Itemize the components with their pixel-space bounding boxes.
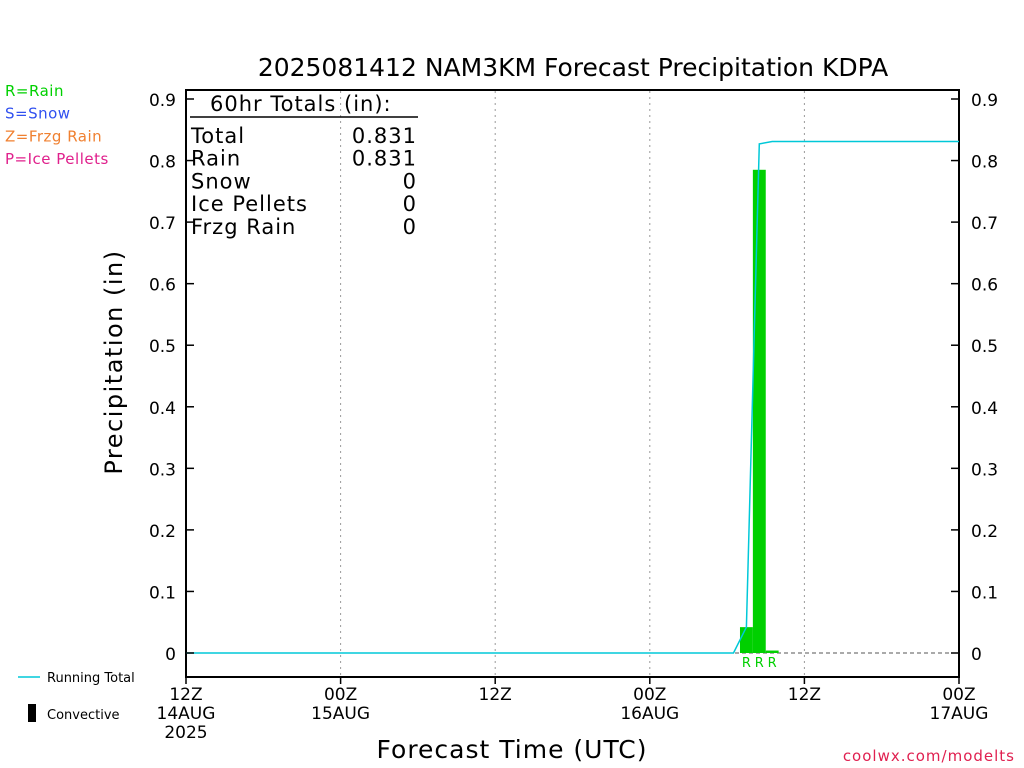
totals-row-value: 0.831 — [352, 124, 417, 148]
chart-title: 2025081412 NAM3KM Forecast Precipitation… — [258, 53, 888, 82]
y-tick-label-left: 0.2 — [149, 522, 176, 542]
ptype-marker: R — [768, 656, 777, 671]
y-axis-ticks: 0 00.1 0.10.2 0.20.3 0.30.4 0.40.5 0.50.6 0.60.… — [149, 91, 998, 665]
series-legend: Running Total Convective — [18, 671, 135, 723]
y-tick-label-left: 0.7 — [149, 214, 176, 234]
y-tick-label-right: 0.1 — [971, 583, 998, 603]
ptype-legend-item: R=Rain — [5, 82, 64, 100]
y-tick-label-right: 0.5 — [971, 337, 998, 357]
y-tick-label-left: 0.1 — [149, 583, 176, 603]
totals-box: 60hr Totals (in): Total 0.831 Rain 0.831 Sno… — [190, 92, 418, 239]
running-total-line — [186, 140, 959, 654]
y-tick-label-right: 0.3 — [971, 460, 998, 480]
x-tick-label: 00Z — [942, 685, 975, 705]
x-tick-label: 12Z — [169, 685, 202, 705]
ptype-legend-item: Z=Frzg Rain — [5, 127, 102, 145]
y-tick-label-left: 0.9 — [149, 91, 176, 111]
y-tick-label-left: 0.5 — [149, 337, 176, 357]
plot-frame — [185, 89, 960, 678]
totals-row-label: Snow — [191, 169, 252, 193]
convective-legend-label: Convective — [47, 708, 120, 723]
y-tick-label-right: 0.9 — [971, 91, 998, 111]
x-tick-label: 12Z — [479, 685, 512, 705]
rain-bar — [752, 169, 766, 654]
ptype-legend: R=Rain S=Snow Z=Frzg Rain P=Ice Pellets — [5, 82, 109, 168]
rain-bars — [739, 169, 779, 654]
rain-bar — [739, 627, 753, 653]
totals-header: 60hr Totals (in): — [210, 92, 392, 116]
running-total-series — [186, 140, 959, 654]
y-tick-label-left: 0 — [165, 645, 176, 665]
x-tick-label: 16AUG — [620, 704, 679, 724]
totals-row-label: Ice Pellets — [191, 192, 308, 216]
y-axis-label: Precipitation (in) — [100, 249, 128, 474]
y-tick-label-right: 0.6 — [971, 276, 998, 296]
x-tick-label: 00Z — [324, 685, 357, 705]
running-total-legend-label: Running Total — [47, 671, 135, 686]
y-tick-label-left: 0.8 — [149, 153, 176, 173]
ptype-marker: R — [755, 656, 764, 671]
totals-row-label: Rain — [191, 147, 241, 171]
totals-row-value: 0 — [403, 169, 417, 193]
y-tick-label-left: 0.3 — [149, 460, 176, 480]
y-tick-label-left: 0.6 — [149, 276, 176, 296]
convective-legend-swatch — [28, 704, 36, 722]
totals-row-value: 0 — [403, 215, 417, 239]
totals-row-label: Frzg Rain — [191, 215, 296, 239]
y-tick-label-right: 0.8 — [971, 153, 998, 173]
x-tick-label: 14AUG — [157, 704, 216, 724]
ptype-marker: R — [742, 656, 751, 671]
totals-row-value: 0.831 — [352, 147, 417, 171]
y-tick-label-right: 0 — [971, 645, 982, 665]
x-tick-label: 15AUG — [311, 704, 370, 724]
x-axis-label: Forecast Time (UTC) — [377, 735, 648, 764]
y-tick-label-right: 0.2 — [971, 522, 998, 542]
grid-lines — [196, 91, 958, 676]
totals-row-value: 0 — [403, 192, 417, 216]
rain-bar — [765, 650, 779, 653]
ptype-legend-item: S=Snow — [5, 105, 71, 123]
y-tick-label-right: 0.4 — [971, 399, 998, 419]
totals-row-label: Total — [190, 124, 245, 148]
x-tick-label: 12Z — [788, 685, 821, 705]
y-tick-label-left: 0.4 — [149, 399, 176, 419]
x-tick-label: 2025 — [164, 723, 207, 743]
ptype-legend-item: P=Ice Pellets — [5, 150, 109, 168]
x-tick-label: 17AUG — [930, 704, 989, 724]
x-tick-label: 00Z — [633, 685, 666, 705]
credit-text: coolwx.com/modelts — [843, 747, 1015, 765]
y-tick-label-right: 0.7 — [971, 214, 998, 234]
